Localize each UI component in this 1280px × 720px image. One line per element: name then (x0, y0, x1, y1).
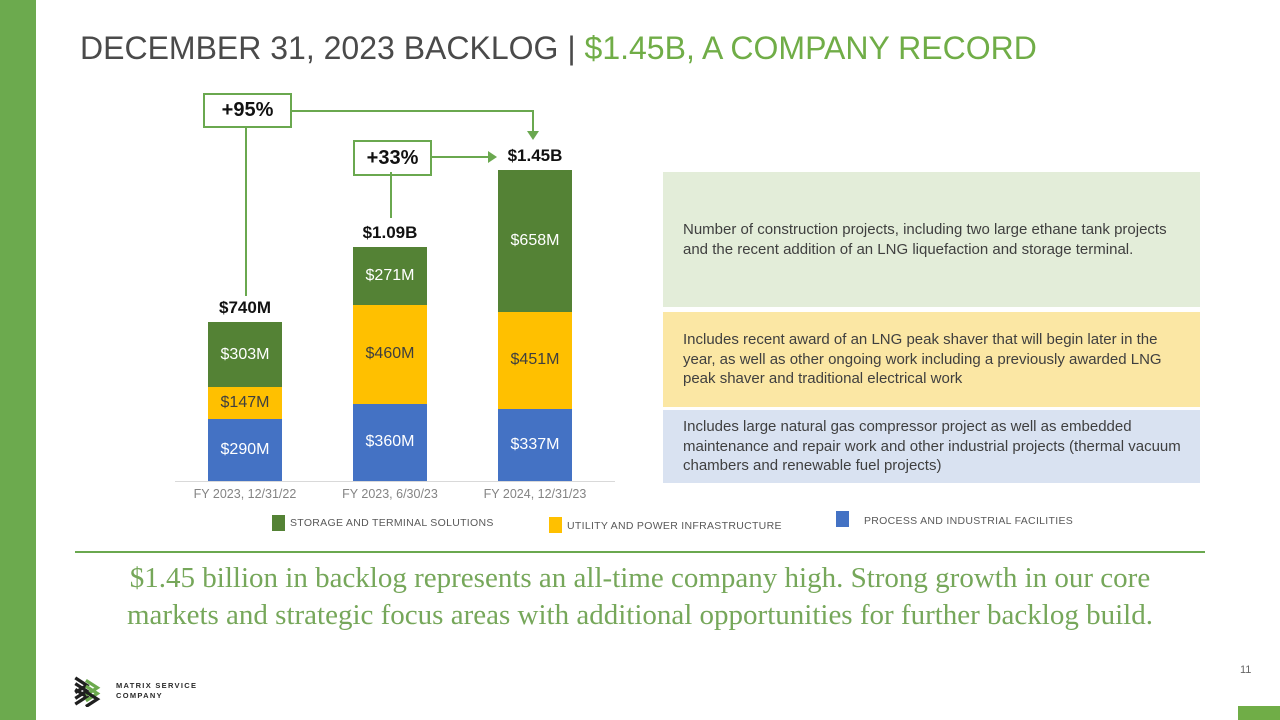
note-card-utility: Includes recent award of an LNG peak sha… (663, 312, 1200, 407)
page-number: 11 (1240, 664, 1252, 676)
growth-callout-95-label: +95% (221, 99, 274, 121)
growth-callout-95: +95% (203, 93, 292, 128)
connector-line (245, 128, 247, 296)
key-message-line2: markets and strategic focus areas with a… (127, 599, 1153, 631)
note-card-process-text: Includes large natural gas compressor pr… (683, 418, 1181, 475)
arrow-right-icon (488, 151, 497, 163)
bar-segment-label: $460M (365, 345, 415, 363)
bar-segment-label: $290M (220, 440, 270, 458)
bar-segment: $360M (353, 403, 427, 481)
bar-segment: $451M (498, 311, 572, 409)
page-title: DECEMBER 31, 2023 BACKLOG | $1.45B, A CO… (80, 30, 1037, 67)
axis-category-label: FY 2023, 6/30/23 (342, 487, 438, 501)
corner-accent-bar (1238, 706, 1280, 720)
divider-line (75, 551, 1205, 553)
connector-line (390, 172, 392, 218)
company-name-line2: COMPANY (116, 691, 163, 700)
bar-segment-label: $337M (510, 435, 560, 453)
bar-segment-label: $658M (510, 232, 560, 250)
bar-segment: $658M (498, 170, 572, 312)
growth-callout-33: +33% (353, 140, 432, 176)
company-name: MATRIX SERVICE COMPANY (116, 681, 197, 701)
key-message: $1.45 billion in backlog represents an a… (0, 560, 1280, 634)
page-title-highlight: $1.45B, A COMPANY RECORD (584, 30, 1037, 66)
bar-segment-label: $303M (220, 345, 270, 363)
bar-segment-label: $360M (365, 433, 415, 451)
legend-swatch (272, 515, 285, 531)
logo-mark-icon (74, 676, 101, 707)
bar-segment: $271M (353, 246, 427, 305)
legend-swatch (549, 517, 562, 533)
chart-baseline (175, 481, 615, 482)
bar-total-label: $1.09B (362, 222, 418, 242)
bar-segment-label: $147M (220, 393, 270, 411)
connector-line (292, 110, 534, 112)
left-accent-bar (0, 0, 36, 720)
bar-segment-label: $451M (510, 351, 560, 369)
connector-line (532, 110, 534, 131)
key-message-line1: $1.45 billion in backlog represents an a… (129, 562, 1151, 594)
arrow-down-icon (527, 131, 539, 140)
page-title-prefix: DECEMBER 31, 2023 BACKLOG | (80, 30, 585, 66)
legend-label: STORAGE AND TERMINAL SOLUTIONS (290, 517, 494, 529)
bar-segment: $290M (208, 418, 282, 481)
bar-segment: $460M (353, 304, 427, 404)
legend-label: UTILITY AND POWER INFRASTRUCTURE (567, 520, 782, 532)
bar-segment: $337M (498, 408, 572, 481)
note-card-process: Includes large natural gas compressor pr… (663, 410, 1200, 483)
axis-category-label: FY 2024, 12/31/23 (483, 487, 587, 501)
note-card-utility-text: Includes recent award of an LNG peak sha… (683, 331, 1162, 388)
note-card-storage-text: Number of construction projects, includi… (683, 221, 1167, 258)
company-name-line1: MATRIX SERVICE (116, 681, 198, 690)
bar-segment: $147M (208, 387, 282, 419)
note-card-storage: Number of construction projects, includi… (663, 172, 1200, 307)
growth-callout-33-label: +33% (366, 146, 419, 169)
bar-segment-label: $271M (365, 266, 415, 284)
bar-total-label: $1.45B (507, 146, 563, 166)
footer-logo: MATRIX SERVICE COMPANY (72, 675, 197, 707)
legend-label: PROCESS AND INDUSTRIAL FACILITIES (864, 515, 1074, 527)
legend-swatch (836, 511, 849, 527)
bar-segment: $303M (208, 322, 282, 388)
connector-line (432, 156, 488, 158)
axis-category-label: FY 2023, 12/31/22 (193, 487, 297, 501)
bar-total-label: $740M (219, 298, 271, 318)
